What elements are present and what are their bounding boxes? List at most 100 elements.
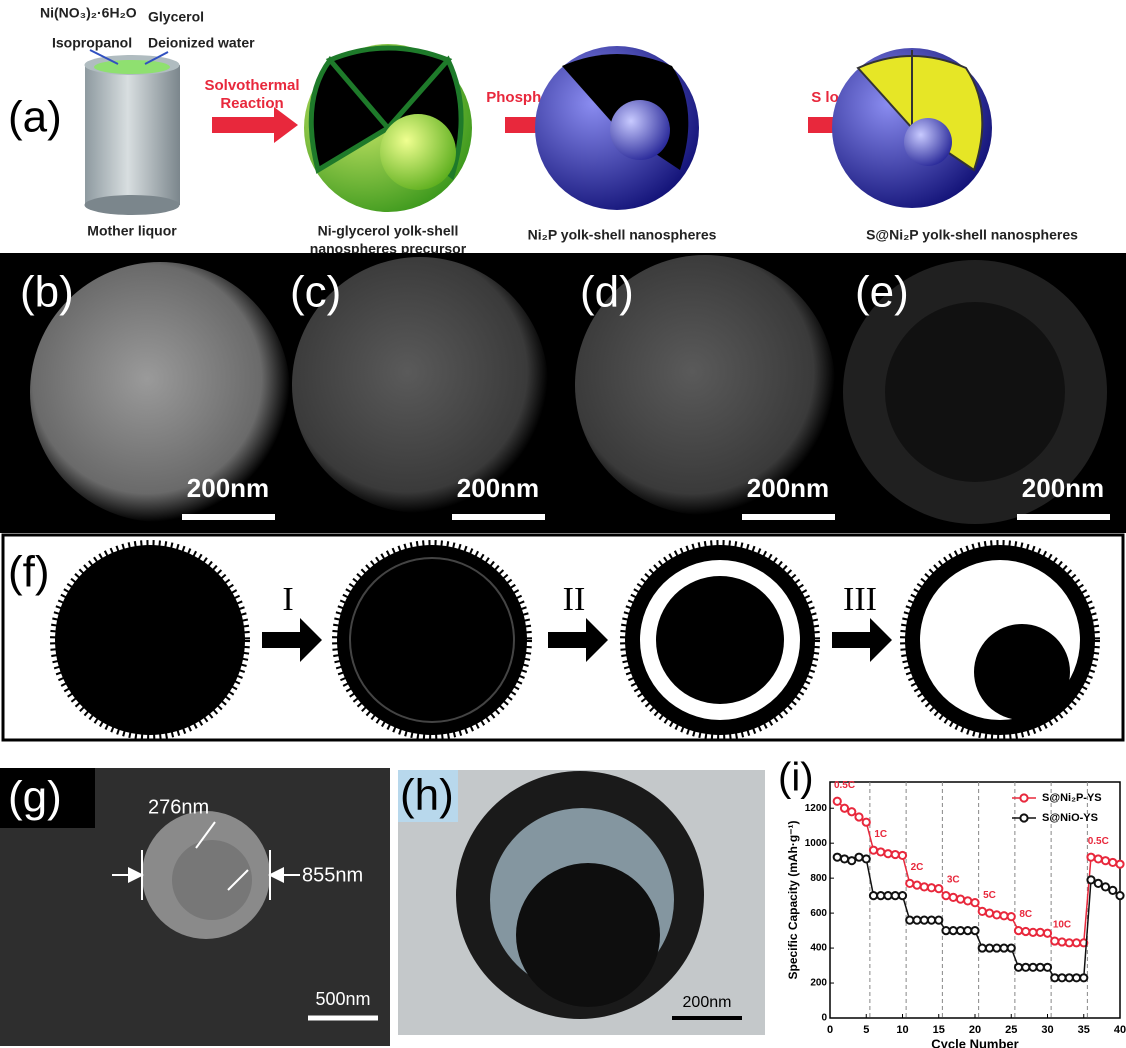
pointer (89, 49, 119, 65)
point (854, 852, 864, 862)
caption: nanospheres precursor (310, 241, 467, 257)
particle (30, 262, 290, 522)
point (847, 807, 857, 817)
point (868, 891, 879, 901)
point (984, 908, 995, 918)
point (897, 891, 908, 901)
yolk (380, 114, 456, 190)
x-axis-label: Cycle Number (931, 1036, 1018, 1048)
scale-label: 500nm (315, 989, 370, 1009)
caption: Ni-glycerol yolk-shell (318, 223, 459, 239)
point (861, 854, 871, 864)
point (1035, 962, 1045, 972)
point (926, 883, 937, 893)
point (926, 915, 937, 925)
legend-label: S@Ni₂P-YS (1042, 792, 1102, 804)
vessel (85, 65, 180, 205)
point (1057, 937, 1067, 947)
caption: Ni₂P yolk-shell nanospheres (528, 227, 717, 243)
point (955, 894, 966, 904)
point (1093, 878, 1103, 888)
point (912, 880, 922, 890)
reagent: Deionized water (148, 35, 255, 51)
reagent: Isopropanol (52, 35, 132, 51)
point (847, 856, 857, 866)
solid-sphere (50, 540, 250, 740)
legend-marker (1019, 793, 1029, 803)
reagent: Ni(NO₃)₂·6H₂O (40, 5, 137, 21)
x-tick-label: 25 (1005, 1024, 1017, 1036)
point (999, 911, 1009, 921)
point (934, 915, 944, 925)
point (1100, 882, 1111, 892)
x-tick-label: 0 (827, 1024, 833, 1036)
sphere (332, 540, 532, 740)
dimension (195, 821, 216, 849)
point (1093, 854, 1103, 864)
particle-core (885, 302, 1065, 482)
scale-label: 200nm (187, 473, 269, 503)
x-tick-label: 5 (863, 1024, 869, 1036)
point (905, 915, 915, 925)
rate-label: 10C (1053, 920, 1071, 931)
point (839, 854, 850, 864)
point (948, 892, 958, 902)
rate-label: 5C (983, 890, 996, 901)
arrow (832, 618, 892, 662)
scale-label: 200nm (1022, 473, 1104, 503)
point (1086, 852, 1096, 862)
yolk (904, 118, 952, 166)
particle (292, 257, 548, 513)
panel-label: (f) (8, 548, 50, 597)
pointer (144, 51, 169, 65)
point (984, 943, 995, 953)
point (963, 925, 973, 936)
point (955, 925, 966, 936)
point (905, 878, 915, 888)
panel-a: (a) Ni(NO₃)₂·6H₂O Glycerol Isopropanol D… (8, 5, 1078, 257)
y-axis-label: Specific Capacity (mAh·g⁻¹) (786, 820, 800, 979)
panel-f: (f) I II III (1, 533, 1125, 742)
core (656, 576, 784, 704)
panel-label: (c) (290, 268, 341, 317)
point (934, 884, 944, 894)
inner-ring (349, 557, 515, 723)
y-tick-label: 400 (810, 943, 827, 954)
point (1071, 938, 1082, 948)
point (1064, 973, 1074, 983)
point (1050, 936, 1060, 946)
point (1013, 925, 1024, 936)
rate-label: 0.5C (1088, 836, 1109, 847)
yolk (516, 863, 660, 1007)
point (1064, 938, 1074, 948)
step-label: III (843, 581, 877, 618)
vessel (84, 195, 180, 215)
y-tick-label: 1200 (805, 803, 828, 814)
point (1115, 859, 1125, 869)
point (1006, 912, 1016, 922)
point (1035, 927, 1045, 937)
dimension (227, 869, 249, 891)
dimension-label: 855nm (302, 864, 363, 886)
point (1079, 973, 1089, 983)
point (1086, 875, 1096, 885)
x-tick-label: 20 (969, 1024, 981, 1036)
point (876, 847, 886, 857)
x-tick-label: 10 (896, 1024, 908, 1036)
step-label: Reaction (220, 95, 283, 112)
core (172, 840, 252, 920)
caption: Mother liquor (87, 223, 177, 239)
point (1100, 856, 1111, 866)
x-tick-label: 35 (1078, 1024, 1090, 1036)
point (876, 891, 886, 901)
point (1108, 857, 1118, 868)
point (897, 850, 908, 861)
point (992, 943, 1002, 953)
point (1057, 973, 1067, 983)
scale-label: 200nm (683, 994, 732, 1011)
rate-label: 3C (947, 874, 960, 885)
micrographs: (b) 200nm (c) 200nm (d) 200nm (e) 200nm (0, 253, 1126, 533)
point (919, 882, 929, 892)
y-tick-label: 1000 (805, 838, 828, 849)
point (861, 817, 871, 827)
